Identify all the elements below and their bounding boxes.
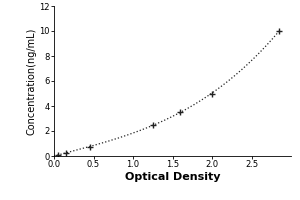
X-axis label: Optical Density: Optical Density — [125, 172, 220, 182]
Y-axis label: Concentration(ng/mL): Concentration(ng/mL) — [27, 27, 37, 135]
